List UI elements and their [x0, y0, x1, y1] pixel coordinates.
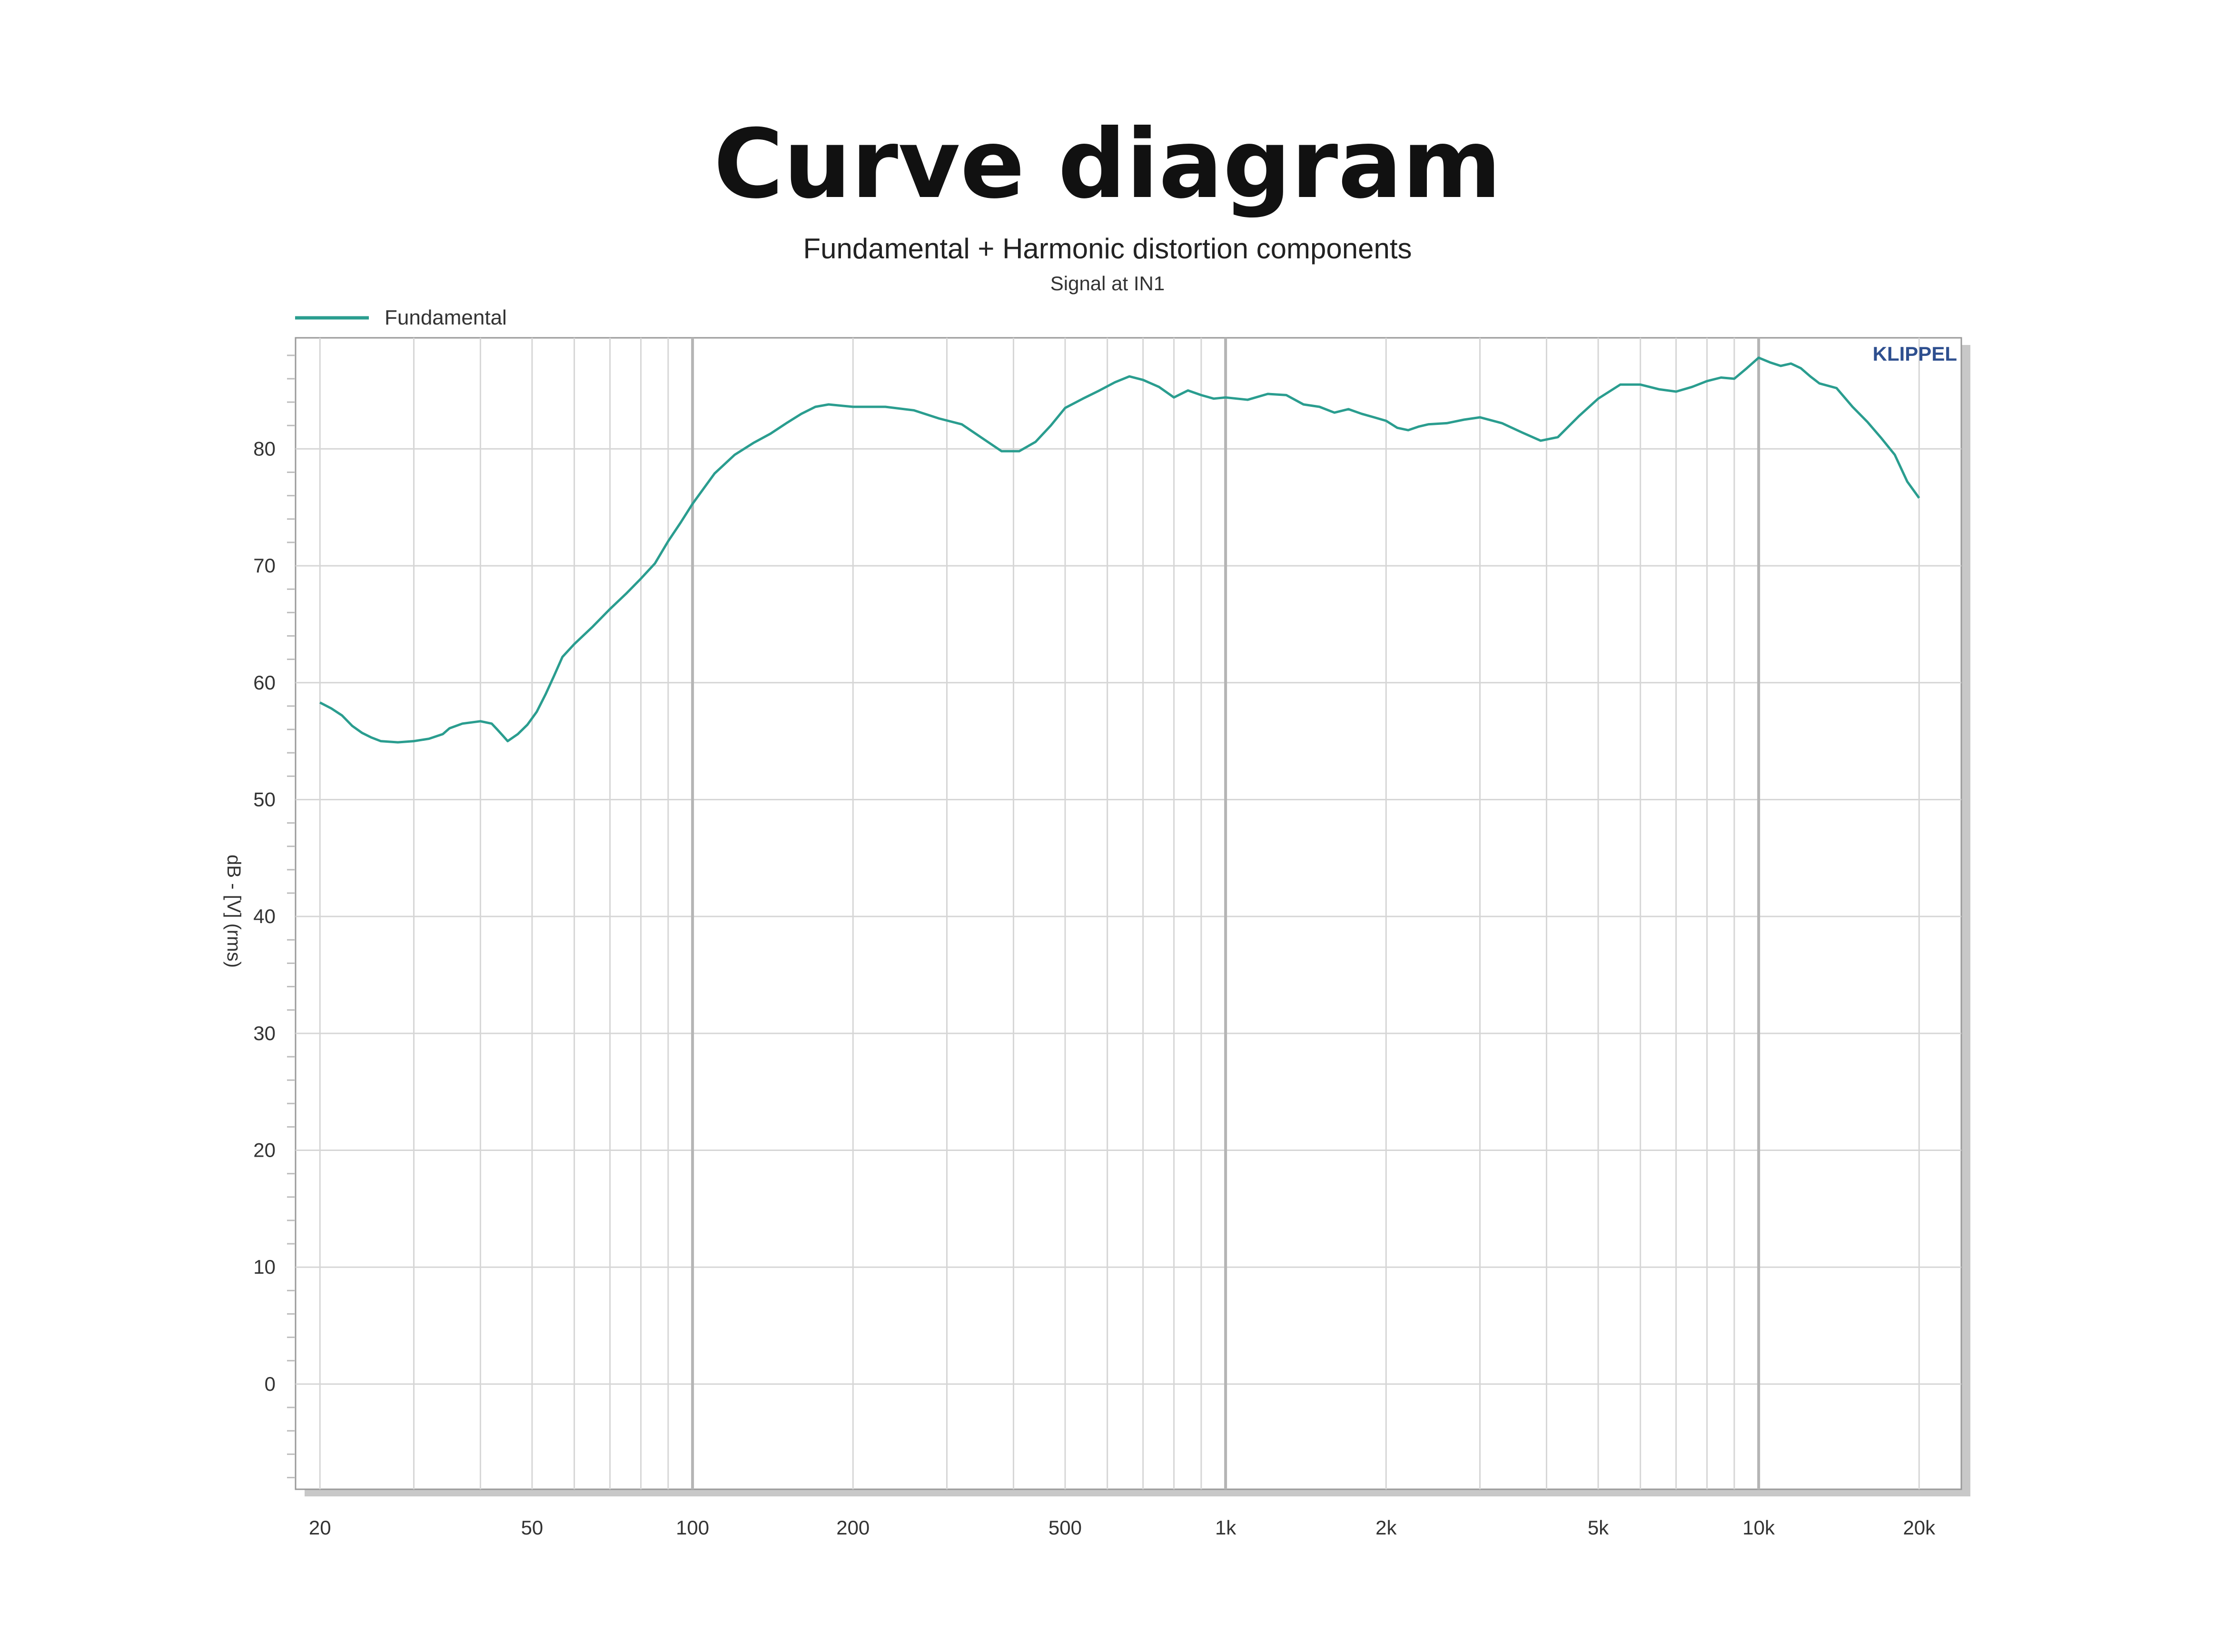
y-minor-ticks	[287, 354, 295, 1478]
x-tick-label: 20k	[1903, 1516, 1936, 1539]
legend-label-fundamental: Fundamental	[385, 306, 507, 329]
y-tick-label: 60	[253, 671, 276, 694]
x-tick-label: 100	[676, 1516, 709, 1539]
y-tick-label: 70	[253, 554, 276, 577]
page-title: Curve diagram	[713, 109, 1501, 220]
x-tick-label: 20	[309, 1516, 331, 1539]
x-tick-label: 10k	[1742, 1516, 1775, 1539]
y-axis-tick-labels: 0 10 20 30 40 50 60 70 80	[253, 437, 276, 1395]
major-gridlines	[691, 338, 1760, 1489]
x-axis-tick-labels: 20 50 100 200 500 1k 2k 5k 10k 20k	[309, 1516, 1936, 1539]
y-tick-label: 10	[253, 1256, 276, 1278]
x-tick-label: 5k	[1588, 1516, 1609, 1539]
series-line-fundamental	[319, 356, 1920, 744]
y-tick-label: 30	[253, 1022, 276, 1044]
x-tick-label: 1k	[1215, 1516, 1236, 1539]
y-tick-label: 80	[253, 437, 276, 460]
chart-title: Fundamental + Harmonic distortion compon…	[803, 233, 1412, 265]
y-tick-label: 0	[265, 1373, 276, 1395]
x-tick-label: 50	[521, 1516, 544, 1539]
y-tick-label: 40	[253, 905, 276, 927]
klippel-brand: KLIPPEL	[1873, 343, 1957, 365]
chart-subtitle: Signal at IN1	[1050, 272, 1165, 295]
legend: Fundamental	[295, 306, 507, 329]
y-tick-label: 50	[253, 788, 276, 810]
y-tick-label: 20	[253, 1139, 276, 1161]
series-layer	[319, 356, 1920, 744]
plot-area	[295, 337, 1962, 1490]
x-tick-label: 500	[1048, 1516, 1082, 1539]
x-tick-label: 2k	[1375, 1516, 1397, 1539]
y-axis-label: dB - [V] (rms)	[223, 855, 244, 968]
x-tick-label: 200	[836, 1516, 870, 1539]
